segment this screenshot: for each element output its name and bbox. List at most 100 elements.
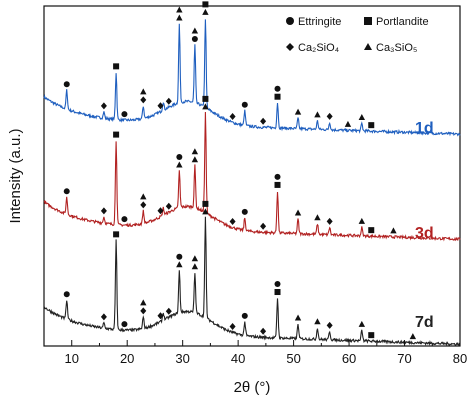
x-axis-title: 2θ (°)	[234, 379, 271, 396]
legend-label-ettringite: Ettringite	[298, 16, 341, 28]
ca3sio5-marker	[314, 111, 321, 118]
ca3sio5-marker	[191, 156, 199, 163]
ca2sio4-marker	[229, 217, 236, 225]
ca3sio5-marker	[314, 214, 321, 221]
ca2sio4-marker	[100, 102, 107, 110]
ca3sio5-marker	[176, 161, 183, 168]
x-tick-label: 70	[397, 351, 411, 366]
legend-label-ca2sio4: Ca₂SiO₄	[298, 42, 340, 54]
portlandite-marker	[368, 122, 375, 129]
ca2sio4-marker	[229, 322, 236, 330]
ettringite-marker	[241, 208, 248, 215]
ca2sio4-marker	[260, 117, 267, 125]
ca3sio5-marker	[140, 193, 147, 200]
series-line-3d	[43, 111, 461, 242]
ca2sio4-marker	[260, 222, 267, 230]
ettringite-marker	[63, 188, 70, 195]
ettringite-marker	[191, 35, 198, 42]
x-tick-label: 50	[286, 351, 300, 366]
ca2sio4-marker	[229, 112, 236, 120]
series-line-7d	[43, 216, 461, 347]
x-tick-label: 30	[175, 351, 189, 366]
ca3sio5-marker	[409, 333, 417, 340]
ettringite-marker	[274, 281, 281, 288]
portlandite-marker	[113, 231, 120, 238]
ca3sio5-marker	[202, 208, 209, 215]
legend-diamond-icon	[286, 43, 294, 51]
y-axis-title: Intensity (a.u.)	[7, 128, 24, 223]
ca3sio5-marker	[176, 261, 183, 268]
marker-layer	[63, 1, 417, 340]
legend-label-ca3sio5: Ca₃SiO₅	[376, 42, 417, 54]
x-tick-label: 20	[120, 351, 134, 366]
ca2sio4-marker	[140, 201, 147, 209]
ettringite-marker	[121, 111, 128, 118]
ca3sio5-marker	[344, 120, 352, 127]
ca2sio4-marker	[326, 321, 333, 329]
portlandite-marker	[274, 289, 281, 296]
legend-square-icon	[364, 17, 372, 25]
ca3sio5-marker	[294, 314, 302, 321]
series-label-1d: 1d	[415, 120, 434, 137]
ca3sio5-marker	[202, 103, 209, 110]
ettringite-marker	[63, 81, 70, 88]
ca3sio5-marker	[191, 263, 199, 270]
ca3sio5-marker	[314, 318, 321, 325]
ca2sio4-marker	[326, 217, 333, 225]
x-tick-label: 80	[453, 351, 467, 366]
ca3sio5-marker	[294, 108, 302, 115]
ca3sio5-marker	[140, 299, 147, 306]
ettringite-marker	[121, 216, 128, 223]
ettringite-marker	[274, 85, 281, 92]
portlandite-marker	[368, 227, 375, 234]
ettringite-marker	[63, 291, 70, 298]
series-line-1d	[43, 19, 461, 137]
series-label-7d: 7d	[415, 314, 434, 331]
ca3sio5-marker	[358, 217, 366, 224]
plot-frame	[43, 5, 461, 347]
ca2sio4-marker	[100, 207, 107, 215]
ca3sio5-marker	[294, 209, 302, 216]
ca2sio4-marker	[165, 97, 172, 105]
portlandite-marker	[113, 63, 120, 70]
x-tick-label: 40	[231, 351, 245, 366]
ca3sio5-marker	[176, 6, 183, 13]
portlandite-marker	[274, 181, 281, 188]
ettringite-marker	[176, 153, 183, 160]
ca3sio5-marker	[202, 8, 209, 15]
ca2sio4-marker	[165, 202, 172, 210]
portlandite-marker	[274, 93, 281, 100]
portlandite-marker	[368, 332, 375, 339]
ettringite-marker	[274, 173, 281, 180]
ca3sio5-marker	[191, 148, 199, 155]
ca2sio4-marker	[326, 112, 333, 120]
ettringite-marker	[241, 101, 248, 108]
ca2sio4-marker	[140, 307, 147, 315]
ca2sio4-marker	[157, 207, 164, 215]
ettringite-marker	[176, 253, 183, 260]
ca3sio5-marker	[390, 227, 397, 234]
legend-triangle-icon	[364, 43, 372, 50]
ca3sio5-marker	[191, 255, 199, 262]
legend-label-portlandite: Portlandite	[376, 16, 429, 28]
ca3sio5-marker	[140, 88, 147, 95]
series-label-3d: 3d	[415, 225, 434, 242]
ca3sio5-marker	[358, 320, 366, 327]
x-tick-label: 10	[64, 351, 78, 366]
ca2sio4-marker	[157, 102, 164, 110]
ca2sio4-marker	[165, 307, 172, 315]
ca2sio4-marker	[260, 327, 267, 335]
series-layer	[43, 19, 461, 347]
ettringite-marker	[121, 321, 128, 328]
x-tick-label: 60	[342, 351, 356, 366]
ca2sio4-marker	[140, 96, 147, 104]
portlandite-marker	[202, 95, 209, 102]
tick-layer: 10 20 30 40 50 60 70 80	[43, 340, 467, 366]
ca3sio5-marker	[176, 14, 183, 21]
ca2sio4-marker	[157, 312, 164, 320]
ca3sio5-marker	[191, 27, 199, 34]
portlandite-marker	[202, 200, 209, 207]
portlandite-marker	[113, 131, 120, 138]
legend: Ettringite Portlandite Ca₂SiO₄ Ca₃SiO₅	[286, 16, 429, 54]
